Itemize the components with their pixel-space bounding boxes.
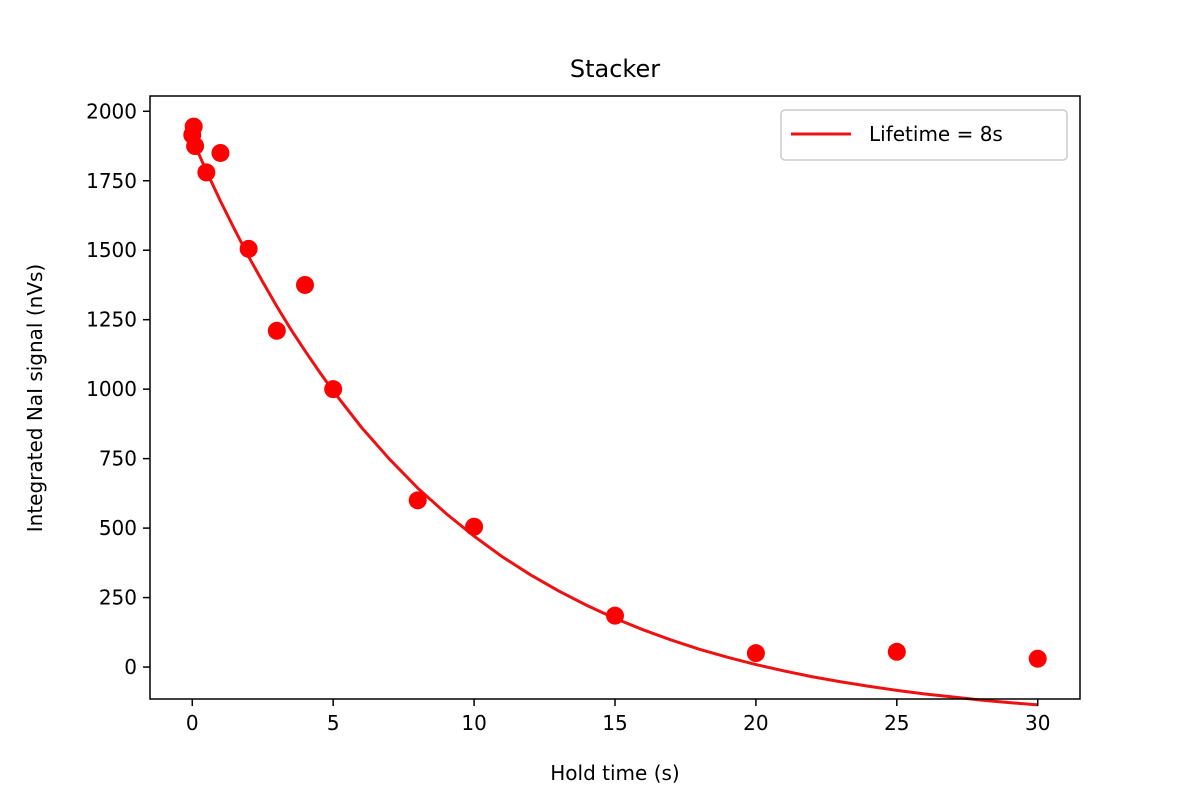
y-tick-label: 0 (124, 655, 137, 679)
x-tick-label: 25 (884, 711, 909, 735)
x-tick-label: 0 (186, 711, 199, 735)
plot-frame (149, 95, 1081, 700)
x-tick-label: 5 (327, 711, 340, 735)
data-point (197, 163, 216, 182)
y-tick-label: 1250 (86, 308, 137, 332)
data-point (267, 321, 286, 340)
y-tick-label: 2000 (86, 99, 137, 123)
y-tick-label: 1000 (86, 377, 137, 401)
data-point (746, 644, 765, 663)
x-tick-label: 30 (1025, 711, 1050, 735)
data-point (296, 275, 314, 294)
x-tick-label: 15 (602, 711, 627, 735)
y-tick-label: 1500 (86, 238, 137, 262)
data-point (1028, 649, 1047, 668)
y-tick-label: 500 (99, 516, 137, 540)
legend: Lifetime = 8s (780, 109, 1068, 161)
x-axis: 0 5 10 15 20 25 30 (186, 699, 1050, 735)
x-tick-label: 20 (743, 711, 768, 735)
data-point (184, 117, 203, 136)
data-point (211, 143, 230, 162)
x-tick-label: 10 (461, 711, 486, 735)
y-tick-label: 250 (99, 586, 137, 610)
y-tick-label: 1750 (86, 169, 137, 193)
y-axis: 0 250 500 750 1000 1250 1500 1750 2000 (86, 99, 150, 679)
data-point (465, 517, 484, 536)
data-point (324, 380, 343, 399)
legend-label: Lifetime = 8s (869, 122, 1003, 146)
y-tick-label: 750 (99, 447, 137, 471)
chart-title: Stacker (570, 55, 660, 83)
plot-area (183, 117, 1047, 707)
data-point (186, 137, 205, 156)
data-point (239, 239, 258, 258)
data-point (606, 606, 624, 625)
y-axis-label: Integrated NaI signal (nVs) (23, 264, 47, 532)
x-axis-label: Hold time (s) (550, 761, 679, 785)
fit-line (190, 138, 1038, 707)
data-point (408, 491, 427, 510)
data-point (887, 642, 906, 661)
legend-box (780, 109, 1068, 161)
